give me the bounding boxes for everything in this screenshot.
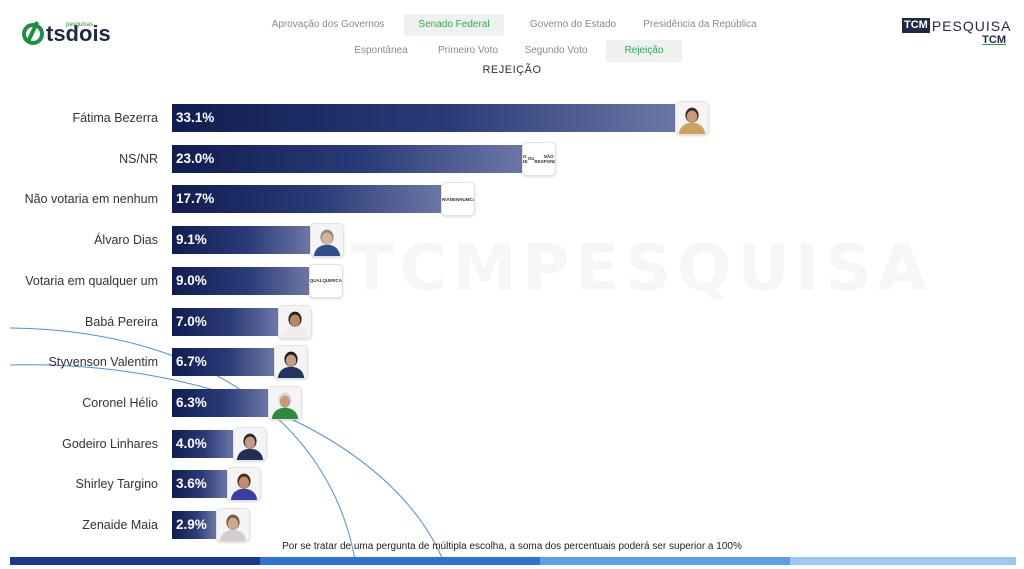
tcm-subtext: TCM	[982, 34, 1006, 46]
tsdois-logo-subtext: pesquisas	[66, 22, 94, 28]
candidate-photo-zenaide-maia	[216, 508, 250, 542]
candidate-photo-styvenson-valentim	[274, 345, 308, 380]
bar-shirley-targino[interactable]	[172, 470, 227, 499]
candidate-photo-shirley-targino	[227, 467, 261, 502]
bar-godeiro-linhares[interactable]	[172, 429, 233, 458]
bar-label-baba-pereira: Babá Pereira	[85, 314, 158, 329]
candidate-photo-coronel-helio	[268, 385, 302, 420]
tsdois-logo: tsdois	[22, 20, 111, 48]
bar-label-styvenson-valentim: Styvenson Valentim	[48, 355, 158, 370]
bar-value-alvaro-dias: 9.1%	[176, 232, 207, 248]
bar-alvaro-dias[interactable]	[172, 226, 310, 255]
tsdois-logo-icon	[22, 23, 44, 45]
tab-senado-federal[interactable]: Senado Federal	[404, 14, 504, 36]
tcm-badge: TCM	[902, 18, 930, 33]
bar-label-votaria-em-qualquer-um: Votaria em qualquer um	[25, 273, 158, 288]
bar-zenaide-maia[interactable]	[172, 511, 216, 539]
stripe-segment	[790, 557, 1016, 565]
bar-label-godeiro-linhares: Godeiro Linhares	[62, 436, 158, 451]
bar-label-nao-votaria-em-nenhum: Não votaria em nenhum	[24, 192, 158, 207]
tsdois-logo-text: tsdois	[46, 21, 111, 46]
bar-value-fatima-bezerra: 33.1%	[176, 110, 215, 125]
tab-presidencia-republica[interactable]: Presidência da República	[643, 19, 757, 30]
bar-label-zenaide-maia: Zenaide Maia	[82, 518, 158, 532]
bar-value-ns-nr: 23.0%	[176, 150, 215, 166]
bar-value-godeiro-linhares: 4.0%	[176, 435, 207, 451]
candidate-photo-alvaro-dias	[310, 223, 344, 258]
candidate-photo-baba-pereira	[278, 304, 312, 339]
bar-ns-nr[interactable]	[172, 144, 522, 173]
bar-value-coronel-helio: 6.3%	[176, 394, 207, 410]
bar-votaria-em-qualquer-um[interactable]	[172, 266, 309, 295]
bar-label-shirley-targino: Shirley Targino	[75, 477, 158, 492]
candidate-photo-godeiro-linhares	[233, 426, 267, 461]
tab-aprovacao-governos[interactable]: Aprovação dos Governos	[271, 19, 385, 30]
bar-nao-votaria-em-nenhum[interactable]	[172, 185, 441, 214]
stripe-segment	[10, 557, 260, 565]
bar-fatima-bezerra[interactable]	[172, 104, 675, 132]
bar-label-coronel-helio: Coronel Hélio	[82, 395, 158, 410]
stripe-segment	[260, 557, 540, 565]
pesquisa-text: PESQUISA	[931, 17, 1012, 34]
bar-label-alvaro-dias: Álvaro Dias	[94, 233, 158, 248]
stripe-segment	[540, 557, 790, 565]
bar-value-baba-pereira: 7.0%	[176, 313, 207, 329]
chart-title: REJEIÇÃO	[482, 64, 542, 76]
bar-styvenson-valentim[interactable]	[172, 348, 274, 377]
footnote: Por se tratar de uma pergunta de múltipl…	[282, 541, 742, 552]
option-card-votaria-em-qualquer-um: VOTARIAQUALQUERCANDIDATO	[309, 263, 343, 298]
bottom-color-stripe	[10, 557, 1016, 565]
tcm-pesquisa-logo: TCM PESQUISA TCM	[902, 18, 1010, 46]
tab-primeiro-voto[interactable]: Primeiro Voto	[437, 45, 499, 56]
bar-value-zenaide-maia: 2.9%	[176, 517, 207, 532]
bar-label-fatima-bezerra: Fátima Bezerra	[72, 111, 158, 125]
tab-rejeicao[interactable]: Rejeição	[606, 40, 682, 62]
bar-coronel-helio[interactable]	[172, 388, 268, 417]
bar-baba-pereira[interactable]	[172, 307, 278, 336]
bar-value-styvenson-valentim: 6.7%	[176, 354, 207, 370]
option-card-nao-votaria-em-nenhum: NÃOVOTARIANENHUMCANDIDATO	[441, 182, 475, 217]
tab-governo-estado[interactable]: Governo do Estado	[529, 19, 617, 30]
bar-value-shirley-targino: 3.6%	[176, 476, 207, 492]
candidate-photo-fatima-bezerra	[675, 101, 709, 135]
tab-segundo-voto[interactable]: Segundo Voto	[524, 45, 588, 56]
bar-value-votaria-em-qualquer-um: 9.0%	[176, 272, 207, 288]
bar-label-ns-nr: NS/NR	[119, 151, 158, 166]
option-card-ns-nr: NÃO SABEOUNÃO RESPONDEU	[522, 141, 556, 176]
tab-espontanea[interactable]: Espontânea	[354, 45, 408, 56]
bar-value-nao-votaria-em-nenhum: 17.7%	[176, 191, 215, 207]
